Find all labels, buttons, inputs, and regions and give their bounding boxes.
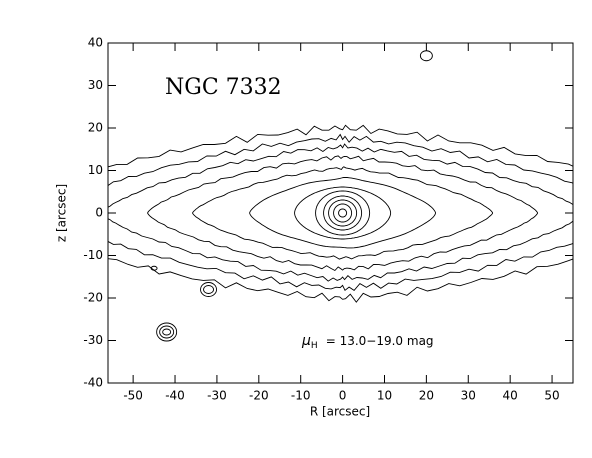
contour-line [249, 176, 437, 249]
source-contour [150, 265, 158, 271]
contour-line [108, 124, 573, 303]
contour-line [108, 143, 573, 282]
x-axis-label: R [arcsec] [310, 405, 370, 419]
contour-line [192, 166, 494, 260]
x-tick-label: -30 [207, 389, 227, 403]
y-tick-label: -10 [83, 248, 103, 262]
contour-line [333, 203, 353, 223]
y-tick-label: -20 [83, 291, 103, 305]
x-tick-label: -10 [291, 389, 311, 403]
y-tick-label: 10 [88, 163, 103, 177]
x-tick-label: 40 [503, 389, 518, 403]
chart-title: NGC 7332 [165, 75, 282, 100]
x-tick-label: 10 [377, 389, 392, 403]
contour-line [147, 155, 539, 272]
x-tick-label: -50 [123, 389, 143, 403]
source-contour [156, 322, 178, 342]
y-tick-label: 0 [95, 206, 103, 220]
y-tick-label: -30 [83, 333, 103, 347]
y-tick-label: 20 [88, 121, 103, 135]
contour-line [338, 208, 348, 218]
y-tick-label: 40 [88, 36, 103, 50]
y-tick-label: 30 [88, 78, 103, 92]
source-contour [162, 328, 172, 336]
source-contour [200, 282, 217, 297]
y-tick-label: -40 [83, 376, 103, 390]
contour-line [294, 186, 392, 240]
annotation-text: = 13.0−19.0 mag [326, 334, 434, 348]
source-contour [159, 325, 175, 339]
x-tick-label: 30 [461, 389, 476, 403]
annotation-subscript: H [311, 341, 318, 351]
annotation-symbol: μ [301, 333, 311, 349]
contour-line [328, 199, 358, 227]
contour-line [315, 190, 371, 236]
x-tick-label: 20 [419, 389, 434, 403]
contour-line [108, 133, 573, 291]
y-axis-label: z [arcsec] [55, 184, 69, 242]
annotation: μH = 13.0−19.0 mag [301, 333, 434, 351]
source-contour [419, 50, 433, 62]
contours [108, 50, 573, 342]
source-contour [203, 285, 214, 294]
contour-line [323, 195, 363, 231]
x-tick-label: 0 [339, 389, 347, 403]
x-tick-label: 50 [544, 389, 559, 403]
x-tick-label: -20 [249, 389, 269, 403]
x-tick-label: -40 [165, 389, 185, 403]
